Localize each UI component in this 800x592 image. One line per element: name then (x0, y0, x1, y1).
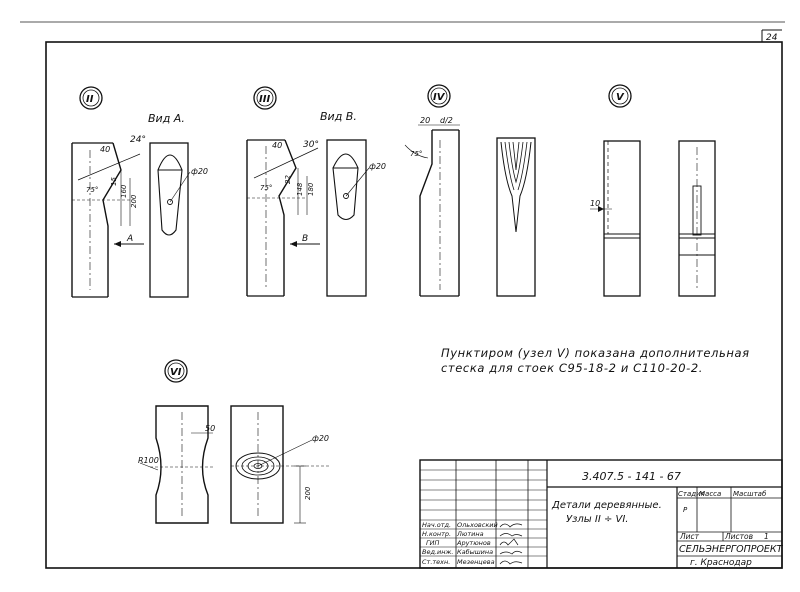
svg-text:75°: 75° (260, 184, 272, 192)
drawing-title-line2: Узлы II ÷ VI. (566, 514, 628, 525)
svg-text:d/2: d/2 (440, 116, 453, 125)
svg-text:ф20: ф20 (312, 434, 329, 443)
svg-text:40: 40 (100, 145, 110, 154)
svg-text:Арутюнов: Арутюнов (456, 539, 491, 547)
svg-text:Листов: Листов (724, 532, 753, 541)
svg-text:1: 1 (764, 532, 769, 541)
svg-text:Масштаб: Масштаб (733, 490, 767, 498)
svg-text:Р: Р (683, 506, 688, 514)
svg-text:ф20: ф20 (191, 167, 208, 176)
svg-text:160: 160 (120, 184, 128, 198)
sheet-number: 24 (766, 33, 778, 43)
svg-text:Кабышина: Кабышина (457, 548, 493, 556)
node-ii-label: II (86, 94, 94, 105)
svg-text:Ольховский: Ольховский (457, 521, 498, 529)
inner-frame (45, 41, 783, 569)
svg-text:200: 200 (130, 194, 138, 208)
svg-text:A: A (126, 234, 133, 244)
svg-text:Вед.инж.: Вед.инж. (422, 548, 453, 556)
node-vi-marker (164, 359, 188, 383)
svg-text:40: 40 (272, 141, 282, 150)
node-ii-marker (79, 86, 103, 110)
note-line-1: Пунктиром (узел V) показана дополнительн… (441, 346, 750, 360)
svg-text:Ст.техн.: Ст.техн. (422, 558, 450, 566)
svg-text:ф20: ф20 (369, 162, 386, 171)
svg-text:15: 15 (110, 177, 118, 186)
node-iv-marker (427, 84, 451, 108)
svg-text:R100: R100 (138, 456, 159, 465)
node-vi: VI R100 ф20 50 200 (138, 359, 330, 524)
node-v-label: V (616, 92, 625, 103)
svg-text:Нач.отд.: Нач.отд. (422, 521, 451, 529)
svg-text:22: 22 (284, 175, 292, 184)
node-v-marker (608, 84, 632, 108)
svg-text:200: 200 (304, 486, 312, 500)
svg-text:148: 148 (296, 182, 304, 196)
node-v: V 10 (590, 84, 716, 297)
svg-text:B: B (302, 234, 308, 244)
drawing-title-line1: Детали деревянные. (551, 500, 662, 511)
svg-text:24°: 24° (130, 135, 146, 145)
svg-text:Стадия: Стадия (678, 490, 705, 498)
organization-name: СЕЛЬЭНЕРГОПРОЕКТ (679, 544, 784, 555)
svg-text:Н.контр.: Н.контр. (422, 530, 451, 538)
svg-text:50: 50 (205, 424, 215, 433)
node-iii: III Вид В. 40 30° 22 148 180 75° B ф20 (246, 86, 386, 297)
node-ii: II Вид А. 40 24° 15 160 200 75° A ф20 (71, 86, 208, 298)
svg-text:75°: 75° (86, 186, 98, 194)
node-iii-marker (253, 86, 277, 110)
svg-text:20: 20 (420, 116, 430, 125)
node-ii-view-label: Вид А. (148, 112, 185, 125)
svg-text:10: 10 (590, 199, 600, 208)
svg-text:ГИП: ГИП (426, 539, 439, 547)
svg-text:180: 180 (307, 182, 315, 196)
node-iv: IV 20 d/2 75° (404, 84, 536, 297)
svg-text:Масса: Масса (699, 490, 721, 498)
title-block: Нач.отд. Ольховский Н.контр. Лютина ГИП … (419, 459, 784, 569)
node-iii-view-label: Вид В. (320, 110, 357, 123)
svg-text:75°: 75° (410, 150, 422, 158)
drawing-code: 3.407.5 - 141 - 67 (582, 470, 681, 483)
dashed-line-note: Пунктиром (узел V) показана дополнительн… (441, 346, 771, 376)
svg-text:Мезенцева: Мезенцева (457, 558, 495, 566)
node-vi-label: VI (170, 367, 182, 378)
node-iv-label: IV (433, 92, 446, 103)
node-iii-label: III (259, 94, 270, 105)
svg-text:Лютина: Лютина (456, 530, 484, 538)
city-name: г. Краснодар (690, 558, 752, 568)
svg-text:Лист: Лист (679, 532, 700, 541)
note-line-2: стеска для стоек С95-18-2 и С110-20-2. (441, 361, 704, 375)
svg-text:30°: 30° (303, 140, 319, 150)
